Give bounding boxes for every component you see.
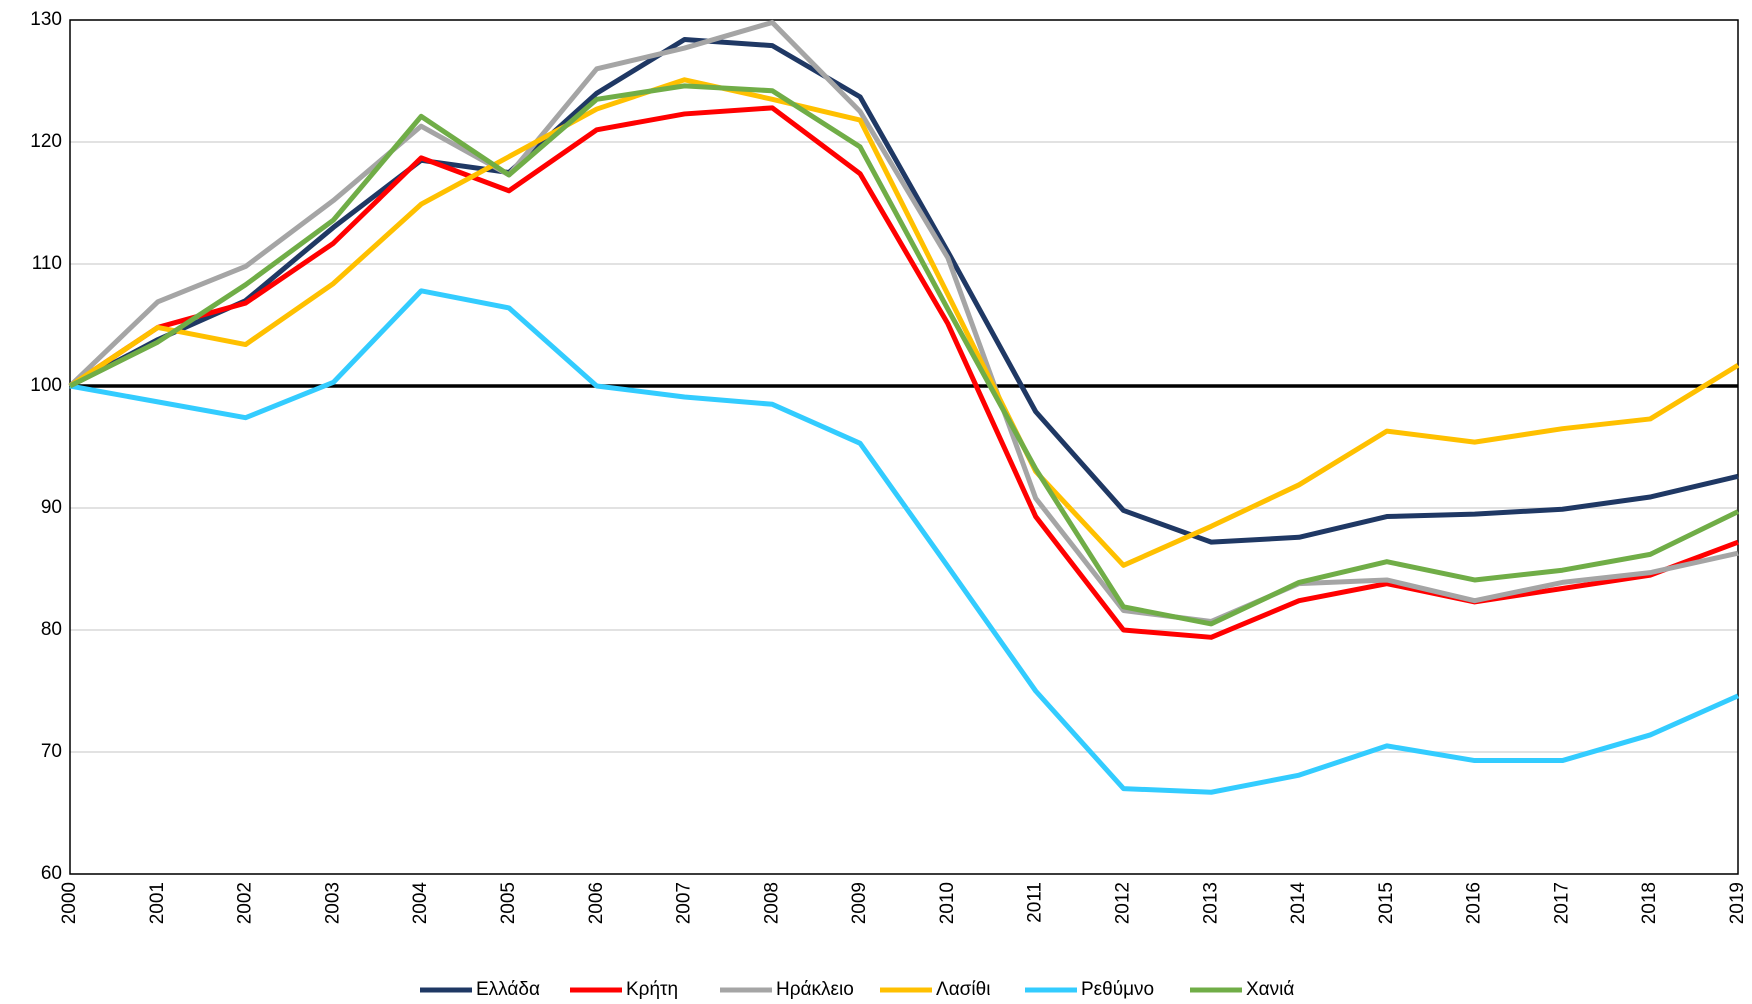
legend-label: Κρήτη xyxy=(626,979,678,1000)
y-tick-label: 120 xyxy=(30,131,62,152)
series-line xyxy=(68,37,1739,545)
y-tick-label: 130 xyxy=(30,9,62,30)
x-tick-label: 2016 xyxy=(1464,882,1485,924)
x-tick-label: 2003 xyxy=(322,882,343,924)
series-line xyxy=(68,83,1740,627)
y-tick-label: 80 xyxy=(41,619,62,640)
x-tick-label: 2011 xyxy=(1025,882,1046,923)
x-tick-label: 2012 xyxy=(1112,882,1133,924)
x-tick-label: 2014 xyxy=(1288,882,1309,925)
series-line xyxy=(69,288,1740,795)
x-tick-label: 2017 xyxy=(1551,882,1572,924)
x-tick-label: 2001 xyxy=(147,882,168,924)
x-tick-label: 2005 xyxy=(498,882,519,924)
x-tick-label: 2002 xyxy=(235,882,256,924)
y-tick-label: 70 xyxy=(41,741,62,762)
plot-border xyxy=(69,19,1739,875)
x-tick-label: 2013 xyxy=(1200,882,1221,924)
y-tick-label: 60 xyxy=(41,863,62,884)
x-tick-label: 2018 xyxy=(1639,882,1660,924)
legend-label: Λασίθι xyxy=(936,979,990,1000)
y-tick-label: 110 xyxy=(32,253,62,274)
legend-label: Ελλάδα xyxy=(476,979,540,1000)
legend-label: Ρεθύμνο xyxy=(1081,979,1154,1000)
x-tick-label: 2010 xyxy=(937,882,958,924)
x-tick-label: 2004 xyxy=(410,882,431,925)
y-tick-label: 90 xyxy=(41,497,62,518)
x-tick-label: 2006 xyxy=(586,882,607,924)
series-line xyxy=(68,77,1740,568)
y-tick-label: 100 xyxy=(30,375,62,396)
x-tick-label: 2015 xyxy=(1376,882,1397,924)
x-tick-label: 2008 xyxy=(761,882,782,924)
x-tick-label: 2000 xyxy=(59,882,80,924)
x-tick-label: 2019 xyxy=(1727,882,1748,924)
series-line xyxy=(68,19,1739,624)
legend-label: Ηράκλειο xyxy=(776,979,854,1000)
x-tick-label: 2007 xyxy=(674,882,695,924)
x-tick-label: 2009 xyxy=(849,882,870,924)
legend-label: Χανιά xyxy=(1246,979,1294,1000)
